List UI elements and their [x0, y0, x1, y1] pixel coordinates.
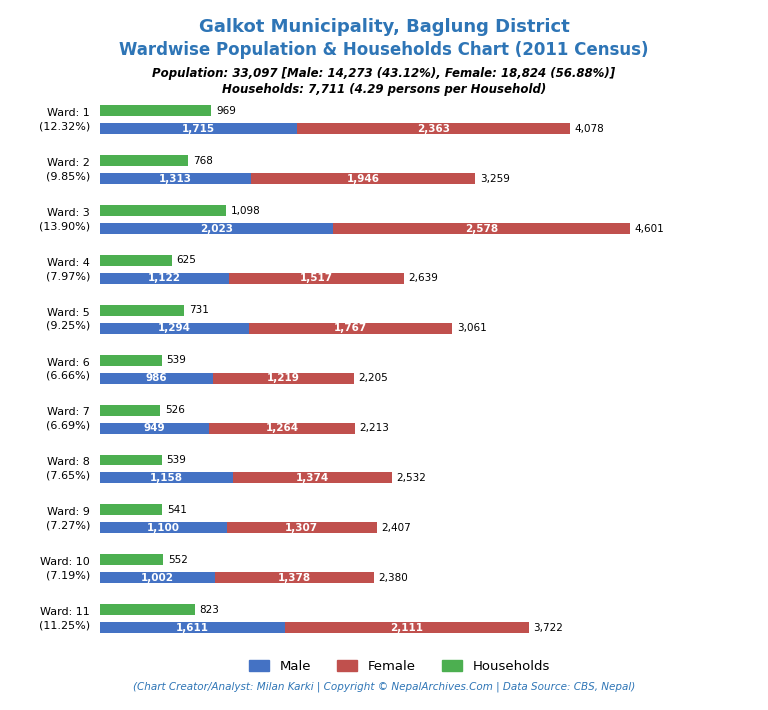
Text: 1,611: 1,611: [176, 623, 209, 633]
Bar: [100, 604, 194, 615]
Bar: [100, 155, 188, 166]
Bar: [233, 472, 392, 484]
Text: 552: 552: [168, 555, 188, 564]
Text: 2,532: 2,532: [396, 473, 426, 483]
Text: 986: 986: [146, 373, 167, 383]
Text: (Chart Creator/Analyst: Milan Karki | Copyright © NepalArchives.Com | Data Sourc: (Chart Creator/Analyst: Milan Karki | Co…: [133, 682, 635, 692]
Text: 2,213: 2,213: [359, 423, 389, 433]
Text: 1,767: 1,767: [334, 323, 367, 333]
Text: 539: 539: [167, 355, 187, 365]
Bar: [100, 124, 297, 134]
Text: 1,264: 1,264: [266, 423, 299, 433]
Text: 2,363: 2,363: [417, 124, 450, 133]
Text: 2,205: 2,205: [359, 373, 388, 383]
Text: 3,061: 3,061: [457, 323, 487, 333]
Text: 625: 625: [177, 256, 197, 266]
Text: Households: 7,711 (4.29 persons per Household): Households: 7,711 (4.29 persons per Hous…: [222, 83, 546, 96]
Text: 2,023: 2,023: [200, 224, 233, 234]
Bar: [249, 323, 452, 334]
Bar: [100, 273, 229, 284]
Text: 1,517: 1,517: [300, 273, 333, 283]
Text: 1,122: 1,122: [148, 273, 181, 283]
Text: 823: 823: [199, 605, 219, 615]
Bar: [100, 173, 251, 184]
Text: 2,111: 2,111: [390, 623, 423, 633]
Bar: [215, 572, 374, 583]
Bar: [100, 555, 164, 565]
Bar: [100, 255, 172, 266]
Bar: [209, 422, 355, 434]
Bar: [286, 622, 528, 633]
Text: 2,578: 2,578: [465, 224, 498, 234]
Bar: [333, 223, 630, 234]
Text: 969: 969: [216, 106, 236, 116]
Bar: [100, 454, 162, 466]
Bar: [100, 572, 215, 583]
Text: 768: 768: [193, 155, 213, 165]
Bar: [100, 305, 184, 316]
Text: Galkot Municipality, Baglung District: Galkot Municipality, Baglung District: [199, 18, 569, 36]
Text: 949: 949: [144, 423, 165, 433]
Text: 541: 541: [167, 505, 187, 515]
Text: 1,313: 1,313: [159, 174, 192, 184]
Text: 526: 526: [165, 405, 185, 415]
Text: 2,380: 2,380: [379, 573, 409, 583]
Bar: [100, 504, 162, 515]
Text: 1,158: 1,158: [150, 473, 183, 483]
Legend: Male, Female, Households: Male, Female, Households: [243, 655, 555, 678]
Bar: [227, 523, 377, 533]
Text: 1,307: 1,307: [285, 523, 319, 533]
Text: 1,100: 1,100: [147, 523, 180, 533]
Text: Wardwise Population & Households Chart (2011 Census): Wardwise Population & Households Chart (…: [119, 41, 649, 59]
Bar: [100, 523, 227, 533]
Bar: [100, 373, 214, 383]
Text: 2,407: 2,407: [382, 523, 412, 533]
Bar: [297, 124, 570, 134]
Text: 539: 539: [167, 455, 187, 465]
Bar: [214, 373, 354, 383]
Text: 1,374: 1,374: [296, 473, 329, 483]
Bar: [100, 105, 211, 116]
Text: 1,715: 1,715: [182, 124, 215, 133]
Bar: [100, 622, 286, 633]
Text: 4,601: 4,601: [634, 224, 664, 234]
Text: 3,722: 3,722: [533, 623, 563, 633]
Text: 3,259: 3,259: [480, 174, 510, 184]
Bar: [100, 472, 233, 484]
Bar: [100, 355, 162, 366]
Text: 4,078: 4,078: [574, 124, 604, 133]
Bar: [251, 173, 475, 184]
Bar: [100, 323, 249, 334]
Bar: [100, 422, 209, 434]
Text: 731: 731: [189, 305, 209, 315]
Text: Population: 33,097 [Male: 14,273 (43.12%), Female: 18,824 (56.88%)]: Population: 33,097 [Male: 14,273 (43.12%…: [152, 67, 616, 80]
Text: 1,294: 1,294: [158, 323, 191, 333]
Text: 1,002: 1,002: [141, 573, 174, 583]
Text: 1,378: 1,378: [278, 573, 311, 583]
Bar: [100, 223, 333, 234]
Bar: [100, 405, 161, 415]
Text: 1,219: 1,219: [267, 373, 300, 383]
Text: 2,639: 2,639: [409, 273, 439, 283]
Text: 1,946: 1,946: [346, 174, 379, 184]
Bar: [100, 205, 227, 216]
Bar: [229, 273, 404, 284]
Text: 1,098: 1,098: [231, 205, 260, 216]
